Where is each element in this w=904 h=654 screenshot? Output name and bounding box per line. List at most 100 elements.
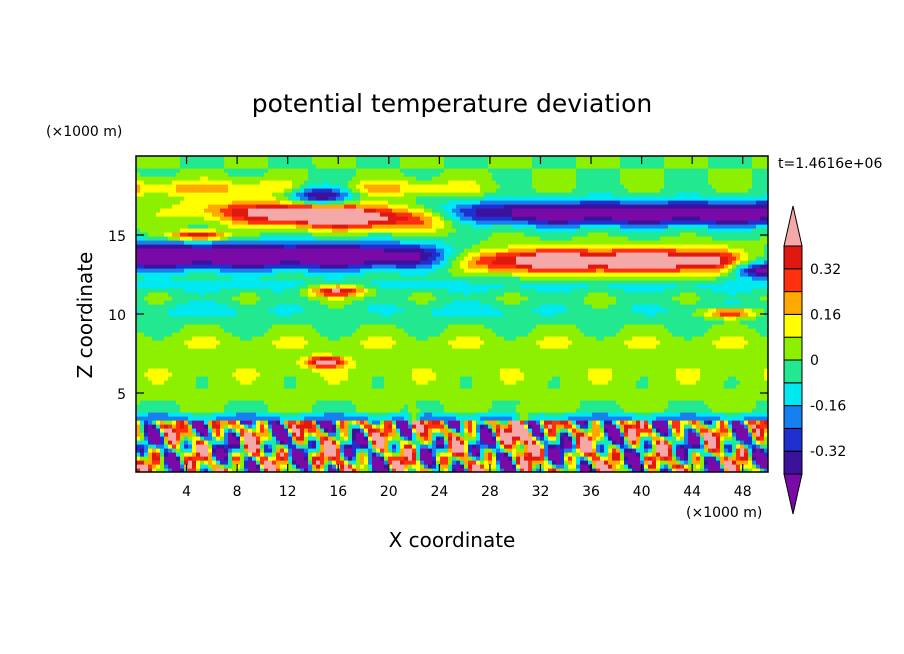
- contour-cell: [476, 428, 481, 433]
- contour-cell: [436, 448, 445, 453]
- contour-cell: [624, 452, 637, 457]
- contour-cell: [136, 240, 185, 245]
- contour-cell: [236, 420, 241, 425]
- contour-cell: [664, 168, 709, 173]
- contour-cell: [592, 424, 601, 429]
- contour-cell: [308, 192, 337, 197]
- contour-cell: [436, 464, 441, 469]
- contour-cell: [192, 440, 197, 445]
- contour-cell: [456, 248, 465, 253]
- contour-cell: [728, 452, 733, 457]
- contour-cell: [564, 444, 573, 449]
- contour-cell: [468, 460, 477, 465]
- contour-cell: [304, 440, 309, 445]
- contour-cell: [308, 196, 317, 201]
- contour-cell: [484, 192, 589, 197]
- contour-cell: [300, 428, 305, 433]
- contour-cell: [500, 456, 509, 461]
- contour-cell: [436, 460, 441, 465]
- contour-cell: [164, 424, 169, 429]
- contour-cell: [316, 400, 353, 405]
- contour-cell: [368, 188, 401, 193]
- contour-cell: [432, 308, 501, 313]
- contour-cell: [420, 216, 433, 221]
- contour-cell: [720, 452, 725, 457]
- contour-cell: [544, 464, 553, 469]
- contour-cell: [312, 352, 333, 357]
- contour-cell: [244, 424, 249, 429]
- contour-cell: [696, 300, 725, 305]
- contour-cell: [552, 376, 561, 381]
- contour-cell: [476, 220, 529, 225]
- contour-cell: [396, 264, 417, 269]
- contour-cell: [632, 444, 637, 449]
- contour-cell: [608, 304, 633, 309]
- contour-cell: [356, 156, 401, 161]
- contour-cell: [700, 372, 765, 377]
- contour-cell: [304, 468, 309, 472]
- contour-cell: [432, 444, 437, 449]
- contour-cell: [564, 452, 569, 457]
- contour-cell: [480, 444, 489, 449]
- contour-cell: [216, 444, 225, 449]
- contour-cell: [756, 460, 768, 465]
- contour-cell: [720, 440, 725, 445]
- contour-cell: [316, 436, 321, 441]
- contour-cell: [392, 440, 397, 445]
- contour-cell: [256, 464, 261, 469]
- contour-cell: [604, 460, 609, 465]
- contour-cell: [280, 456, 285, 461]
- contour-cell: [720, 260, 729, 265]
- contour-cell: [416, 452, 421, 457]
- contour-cell: [720, 456, 725, 461]
- contour-cell: [136, 244, 193, 249]
- contour-cell: [396, 304, 445, 309]
- contour-cell: [456, 468, 465, 472]
- contour-cell: [188, 272, 217, 277]
- contour-cell: [152, 440, 161, 445]
- contour-cell: [284, 288, 301, 293]
- contour-cell: [656, 460, 661, 465]
- contour-cell: [680, 232, 697, 237]
- contour-cell: [412, 448, 417, 453]
- contour-cell: [496, 256, 517, 261]
- contour-cell: [360, 460, 365, 465]
- contour-cell: [256, 412, 281, 417]
- contour-cell: [384, 452, 393, 457]
- contour-cell: [372, 444, 377, 449]
- contour-cell: [684, 444, 693, 449]
- contour-cell: [224, 456, 229, 461]
- contour-cell: [172, 440, 177, 445]
- contour-cell: [584, 432, 589, 437]
- contour-cell: [700, 468, 705, 472]
- contour-cell: [452, 344, 481, 349]
- contour-cell: [328, 460, 333, 465]
- contour-cell: [644, 468, 649, 472]
- contour-cell: [240, 444, 245, 449]
- contour-cell: [384, 448, 389, 453]
- contour-cell: [572, 460, 577, 465]
- contour-cell: [660, 464, 665, 469]
- contour-cell: [540, 456, 545, 461]
- contour-cell: [752, 436, 757, 441]
- contour-cell: [684, 336, 693, 341]
- contour-cell: [232, 264, 265, 269]
- contour-cell: [440, 468, 445, 472]
- contour-cell: [152, 380, 165, 385]
- contour-cell: [408, 416, 413, 421]
- contour-cell: [364, 288, 369, 293]
- contour-cell: [392, 236, 489, 241]
- contour-cell: [228, 440, 241, 445]
- contour-cell: [520, 464, 529, 469]
- contour-cell: [632, 420, 637, 425]
- contour-cell: [460, 420, 465, 425]
- contour-cell: [396, 340, 449, 345]
- contour-cell: [528, 412, 541, 417]
- contour-cell: [348, 420, 353, 425]
- contour-cell: [392, 460, 401, 465]
- contour-cell: [412, 444, 417, 449]
- contour-cell: [432, 420, 441, 425]
- contour-cell: [200, 468, 205, 472]
- contour-cell: [204, 292, 241, 297]
- contour-cell: [136, 452, 141, 457]
